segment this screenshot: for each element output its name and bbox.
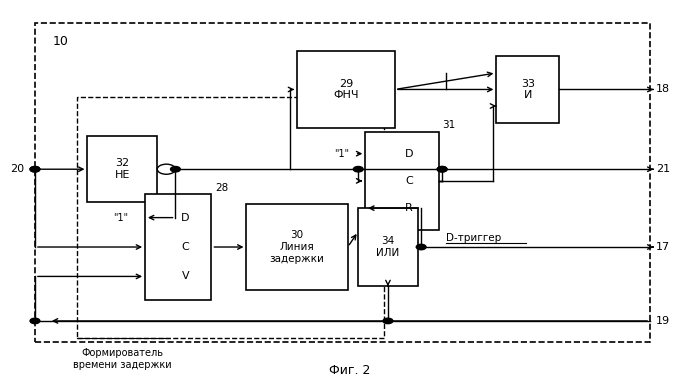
Text: 10: 10: [52, 35, 69, 48]
Text: 28: 28: [215, 182, 228, 193]
Bar: [87, 136, 157, 202]
Text: 29
ФНЧ: 29 ФНЧ: [333, 79, 359, 100]
Circle shape: [171, 166, 180, 172]
Bar: [359, 208, 418, 286]
Text: 21: 21: [656, 164, 670, 174]
Circle shape: [157, 164, 175, 174]
Text: 17: 17: [656, 242, 670, 252]
Bar: [496, 56, 559, 123]
Text: Фиг. 2: Фиг. 2: [329, 364, 370, 377]
Text: D-триггер: D-триггер: [446, 233, 501, 244]
Circle shape: [30, 166, 40, 172]
Text: 32
НЕ: 32 НЕ: [115, 158, 130, 180]
Text: 20: 20: [10, 164, 24, 174]
Text: "1": "1": [334, 149, 349, 159]
Text: D: D: [181, 213, 189, 223]
Text: 18: 18: [656, 84, 670, 95]
Text: 34
ИЛИ: 34 ИЛИ: [376, 236, 400, 258]
Text: "1": "1": [114, 213, 129, 223]
Text: Формирователь
времени задержки: Формирователь времени задержки: [73, 348, 172, 370]
Text: V: V: [182, 272, 189, 281]
Circle shape: [30, 166, 40, 172]
Circle shape: [30, 318, 40, 324]
Circle shape: [438, 166, 447, 172]
Text: D: D: [405, 149, 413, 159]
Bar: [365, 132, 439, 230]
Text: C: C: [181, 242, 189, 252]
Bar: [297, 51, 395, 128]
Text: C: C: [405, 176, 413, 186]
Circle shape: [438, 166, 447, 172]
Text: 19: 19: [656, 316, 670, 326]
Bar: [246, 204, 347, 290]
Circle shape: [383, 318, 393, 324]
Text: R: R: [405, 203, 413, 213]
Bar: [77, 97, 384, 338]
Circle shape: [353, 166, 363, 172]
Circle shape: [417, 244, 426, 250]
Bar: [35, 23, 650, 342]
Text: 30
Линия
задержки: 30 Линия задержки: [270, 230, 324, 264]
Bar: [145, 194, 211, 300]
Text: 33
И: 33 И: [521, 79, 535, 100]
Text: 31: 31: [442, 120, 455, 130]
